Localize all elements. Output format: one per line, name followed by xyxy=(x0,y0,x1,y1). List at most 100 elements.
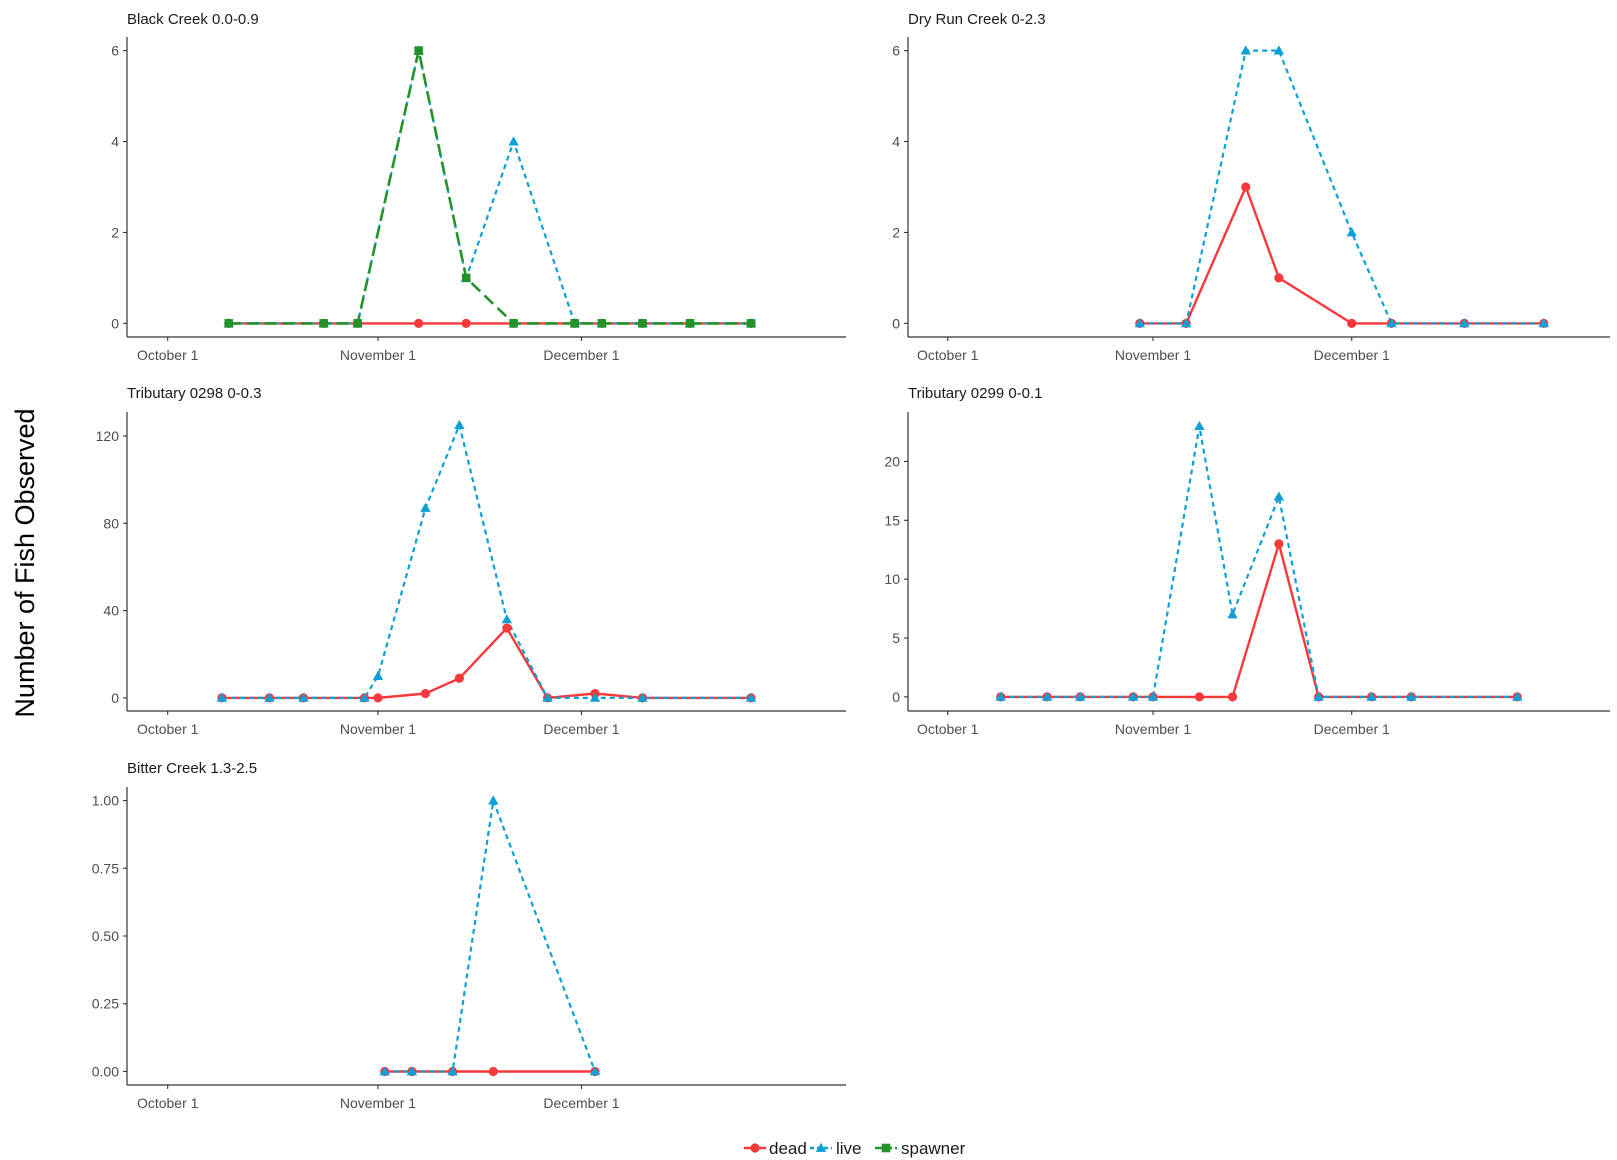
point-live-2-4 xyxy=(372,670,384,680)
x-tick-label: November 1 xyxy=(1115,347,1191,363)
point-live-1-6 xyxy=(1459,318,1470,328)
point-live-4-2 xyxy=(447,1066,458,1076)
point-spawner-0-7 xyxy=(597,319,607,328)
x-tick-label: December 1 xyxy=(1314,347,1390,363)
point-live-legend-1 xyxy=(815,1142,827,1152)
legend-label: live xyxy=(836,1139,862,1158)
point-live-1-7 xyxy=(1538,318,1549,328)
panel-title: Dry Run Creek 0-2.3 xyxy=(908,11,1046,28)
y-tick-label: 80 xyxy=(103,515,119,531)
y-tick-label: 0 xyxy=(892,689,900,705)
panel-3: Tributary 0298 0-0.3 0 40 80 120 October 1 Nov… xyxy=(96,385,846,737)
point-spawner-0-2 xyxy=(353,319,362,328)
point-live-2-8 xyxy=(542,692,553,702)
y-tick-label: 0.25 xyxy=(92,996,119,1012)
point-live-1-1 xyxy=(1180,318,1192,328)
point-live-3-0 xyxy=(995,691,1006,701)
point-spawner-0-8 xyxy=(638,319,647,328)
point-live-1-5 xyxy=(1386,318,1397,328)
series-line-live xyxy=(1000,425,1518,699)
y-tick-label: 0.50 xyxy=(92,928,119,944)
point-spawner-0-3 xyxy=(414,46,423,55)
point-spawner-legend-2 xyxy=(881,1143,891,1153)
y-tick-label: 120 xyxy=(96,428,120,444)
point-spawner-0-5 xyxy=(509,319,518,328)
point-live-3-6 xyxy=(1227,609,1238,619)
x-tick-label: October 1 xyxy=(917,347,979,363)
point-live-3-10 xyxy=(1406,691,1417,701)
point-spawner-0-6 xyxy=(570,319,579,328)
y-axis-label: Number of Fish Observed xyxy=(10,408,40,717)
point-live-3-1 xyxy=(1041,691,1053,701)
y-tick-label: 10 xyxy=(884,571,900,587)
series-line-dead xyxy=(222,626,751,700)
x-tick-label: December 1 xyxy=(543,1095,619,1111)
point-live-2-7 xyxy=(501,614,513,624)
point-live-2-5 xyxy=(420,502,431,512)
point-dead-legend-0 xyxy=(750,1143,760,1153)
y-tick-label: 0 xyxy=(111,690,119,706)
y-tick-label: 0 xyxy=(892,315,900,331)
panel-title: Bitter Creek 1.3-2.5 xyxy=(127,760,257,777)
x-tick-label: October 1 xyxy=(917,721,979,737)
point-live-2-10 xyxy=(637,692,648,702)
point-live-3-7 xyxy=(1273,491,1285,501)
series-line-live xyxy=(1139,49,1544,325)
legend: dead live spawner xyxy=(744,1139,966,1158)
point-live-2-1 xyxy=(264,692,275,702)
point-dead-0-4 xyxy=(461,318,471,328)
point-dead-3-5 xyxy=(1194,692,1204,702)
point-dead-0-3 xyxy=(414,318,424,328)
series-line-dead xyxy=(1139,185,1544,325)
point-spawner-0-9 xyxy=(685,319,695,328)
chart-panels: Black Creek 0.0-0.9 0 2 4 6 October 1 November… xyxy=(92,11,1610,1111)
y-tick-label: 0.00 xyxy=(92,1063,119,1079)
x-tick-label: December 1 xyxy=(1314,721,1390,737)
y-tick-label: 0.75 xyxy=(92,860,119,876)
point-live-2-2 xyxy=(298,692,309,702)
point-live-1-4 xyxy=(1346,227,1357,237)
series-line-live xyxy=(222,424,751,700)
point-live-3-4 xyxy=(1147,691,1159,701)
panel-4: Tributary 0299 0-0.1 0 5 10 15 20 October 1 Nov… xyxy=(884,385,1610,737)
panel-1: Black Creek 0.0-0.9 0 2 4 6 October 1 November… xyxy=(111,11,846,363)
panel-title: Black Creek 0.0-0.9 xyxy=(127,11,259,28)
legend-label: dead xyxy=(769,1139,807,1158)
x-tick-label: December 1 xyxy=(543,347,619,363)
point-live-3-5 xyxy=(1194,420,1205,431)
x-tick-label: October 1 xyxy=(137,1095,199,1111)
series-line-dead xyxy=(1000,542,1518,699)
point-live-2-9 xyxy=(589,692,601,702)
point-live-1-0 xyxy=(1134,318,1145,328)
series-line-live xyxy=(228,49,751,325)
point-live-4-4 xyxy=(589,1066,601,1076)
point-dead-2-6 xyxy=(454,673,464,683)
y-tick-label: 6 xyxy=(111,43,119,59)
legend-item-spawner: spawner xyxy=(875,1139,966,1158)
y-tick-label: 5 xyxy=(892,630,900,646)
y-tick-label: 40 xyxy=(103,603,119,619)
y-tick-label: 6 xyxy=(892,43,900,59)
x-tick-label: November 1 xyxy=(340,1095,416,1111)
point-spawner-0-4 xyxy=(461,273,471,283)
point-live-1-2 xyxy=(1240,45,1251,55)
y-tick-label: 0 xyxy=(111,315,119,331)
point-dead-4-3 xyxy=(488,1066,498,1077)
point-spawner-0-0 xyxy=(224,319,234,328)
x-tick-label: November 1 xyxy=(340,721,416,737)
y-tick-label: 4 xyxy=(892,134,900,150)
panel-5: Bitter Creek 1.3-2.5 0.00 0.25 0.50 0.75 1.00… xyxy=(92,760,846,1111)
y-tick-label: 2 xyxy=(111,224,119,240)
point-dead-1-4 xyxy=(1347,318,1357,328)
y-tick-label: 4 xyxy=(111,134,119,150)
point-live-3-2 xyxy=(1074,691,1086,701)
point-dead-2-5 xyxy=(420,688,431,699)
point-live-4-3 xyxy=(488,795,499,805)
legend-item-dead: dead xyxy=(744,1139,807,1158)
y-tick-label: 15 xyxy=(884,512,900,528)
point-dead-1-2 xyxy=(1241,182,1251,192)
point-live-3-8 xyxy=(1313,691,1324,701)
y-tick-label: 2 xyxy=(892,224,900,240)
point-live-2-0 xyxy=(216,692,228,702)
series-line-spawner xyxy=(228,49,751,325)
